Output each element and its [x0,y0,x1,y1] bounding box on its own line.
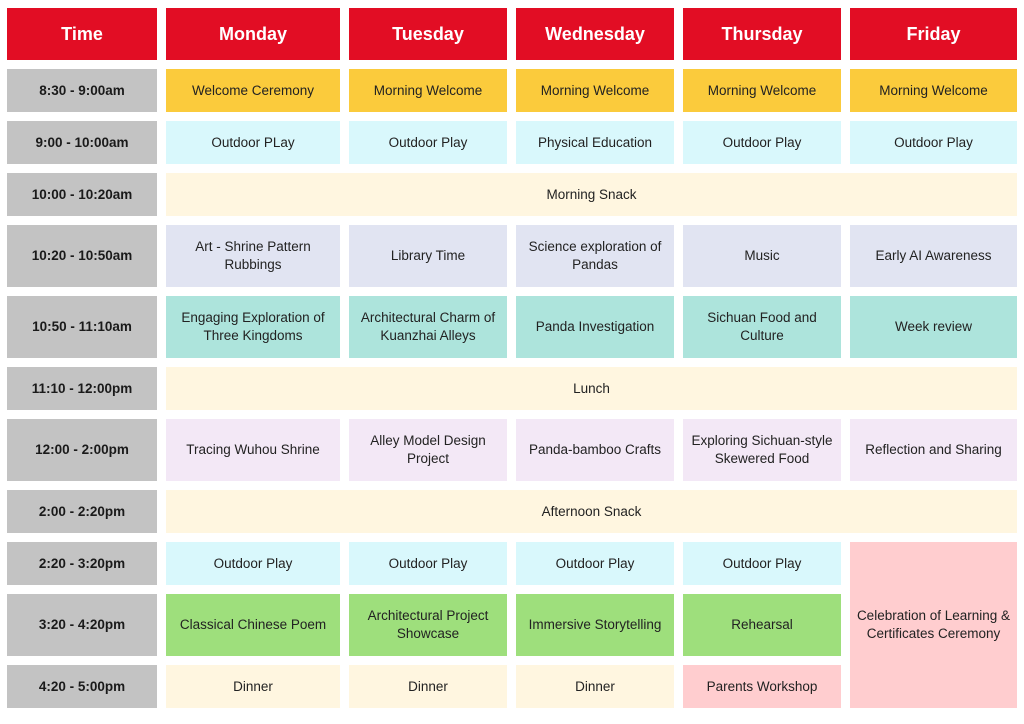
activity-cell: Parents Workshop [683,665,841,708]
activity-cell: Science exploration of Pandas [516,225,674,287]
header-thursday: Thursday [683,8,841,60]
time-slot: 8:30 - 9:00am [7,69,157,112]
activity-cell: Dinner [516,665,674,708]
activity-cell: Morning Welcome [683,69,841,112]
activity-cell: Tracing Wuhou Shrine [166,419,340,481]
activity-cell: Art - Shrine Pattern Rubbings [166,225,340,287]
activity-cell: Panda-bamboo Crafts [516,419,674,481]
time-slot: 11:10 - 12:00pm [7,367,157,410]
activity-cell: Welcome Ceremony [166,69,340,112]
header-tuesday: Tuesday [349,8,507,60]
activity-cell: Exploring Sichuan-style Skewered Food [683,419,841,481]
activity-cell: Panda Investigation [516,296,674,358]
activity-cell-spanning: Lunch [166,367,1017,410]
activity-cell: Sichuan Food and Culture [683,296,841,358]
activity-cell: Outdoor Play [349,121,507,164]
activity-cell: Dinner [166,665,340,708]
header-wednesday: Wednesday [516,8,674,60]
activity-cell: Outdoor Play [683,542,841,585]
activity-cell: Rehearsal [683,594,841,656]
activity-cell: Classical Chinese Poem [166,594,340,656]
time-slot: 10:00 - 10:20am [7,173,157,216]
activity-cell: Immersive Storytelling [516,594,674,656]
header-friday: Friday [850,8,1017,60]
activity-cell: Music [683,225,841,287]
activity-cell: Physical Education [516,121,674,164]
activity-cell: Dinner [349,665,507,708]
activity-cell: Morning Welcome [349,69,507,112]
time-slot: 3:20 - 4:20pm [7,594,157,656]
activity-cell: Early AI Awareness [850,225,1017,287]
celebration-ceremony-cell: Celebration of Learning & Certificates C… [850,542,1017,708]
activity-cell: Week review [850,296,1017,358]
activity-cell: Outdoor PLay [166,121,340,164]
time-slot: 10:20 - 10:50am [7,225,157,287]
activity-cell: Morning Welcome [516,69,674,112]
activity-cell: Engaging Exploration of Three Kingdoms [166,296,340,358]
activity-cell-spanning: Morning Snack [166,173,1017,216]
activity-cell: Outdoor Play [683,121,841,164]
header-time: Time [7,8,157,60]
activity-cell: Architectural Project Showcase [349,594,507,656]
time-slot: 2:20 - 3:20pm [7,542,157,585]
activity-cell: Outdoor Play [166,542,340,585]
activity-cell: Library Time [349,225,507,287]
time-slot: 2:00 - 2:20pm [7,490,157,533]
time-slot: 4:20 - 5:00pm [7,665,157,708]
activity-cell: Architectural Charm of Kuanzhai Alleys [349,296,507,358]
activity-cell: Outdoor Play [516,542,674,585]
activity-cell-spanning: Afternoon Snack [166,490,1017,533]
activity-cell: Reflection and Sharing [850,419,1017,481]
header-monday: Monday [166,8,340,60]
activity-cell: Morning Welcome [850,69,1017,112]
time-slot: 12:00 - 2:00pm [7,419,157,481]
time-slot: 9:00 - 10:00am [7,121,157,164]
time-slot: 10:50 - 11:10am [7,296,157,358]
activity-cell: Outdoor Play [349,542,507,585]
activity-cell: Outdoor Play [850,121,1017,164]
activity-cell: Alley Model Design Project [349,419,507,481]
